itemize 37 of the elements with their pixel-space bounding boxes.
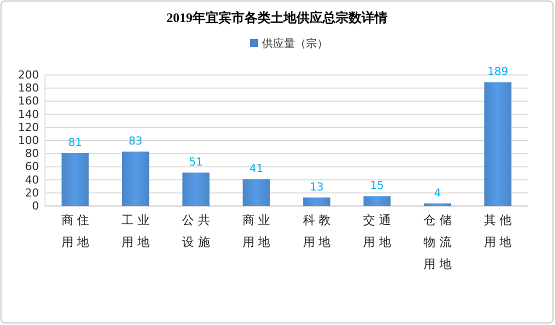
- legend-label: 供应量（宗）: [262, 37, 328, 50]
- x-tick-label: 商 住用 地: [61, 213, 90, 249]
- bar: [363, 196, 391, 206]
- bar: [484, 82, 512, 206]
- x-tick-label: 科 教用 地: [302, 213, 331, 249]
- bar: [242, 179, 270, 206]
- y-tick-label: 0: [32, 200, 39, 213]
- data-label: 41: [249, 162, 264, 176]
- x-tick-label: 交 通用 地: [363, 213, 391, 249]
- x-tick-label: 公 共设 施: [182, 213, 210, 249]
- x-tick-label: 其 他用 地: [484, 213, 512, 249]
- y-tick-label: 180: [18, 82, 39, 95]
- bar: [62, 152, 89, 206]
- y-tick-label: 100: [18, 134, 39, 148]
- data-label: 81: [68, 136, 82, 149]
- y-tick-label: 20: [25, 186, 39, 200]
- data-label: 51: [188, 156, 203, 169]
- bar: [182, 172, 210, 206]
- bar: [424, 203, 452, 206]
- x-tick-label: 商 业用 地: [242, 213, 270, 249]
- data-label: 189: [487, 65, 508, 78]
- y-tick-label: 60: [25, 160, 39, 174]
- y-tick-label: 200: [18, 68, 39, 82]
- x-tick-label: 仓 储物 流用 地: [424, 213, 452, 271]
- bar: [303, 197, 330, 206]
- bar: [122, 152, 150, 206]
- y-tick-label: 160: [18, 94, 39, 108]
- y-tick-label: 120: [18, 120, 39, 134]
- y-tick-label: 80: [25, 147, 39, 160]
- data-label: 15: [370, 179, 384, 192]
- chart-title: 2019年宜宾市各类土地供应总宗数详情: [166, 10, 388, 25]
- y-tick-label: 140: [18, 108, 39, 121]
- data-label: 13: [310, 180, 324, 194]
- x-tick-label: 工 业用 地: [122, 213, 150, 249]
- data-label: 83: [128, 134, 143, 148]
- y-tick-label: 40: [25, 173, 39, 186]
- data-label: 4: [434, 186, 441, 200]
